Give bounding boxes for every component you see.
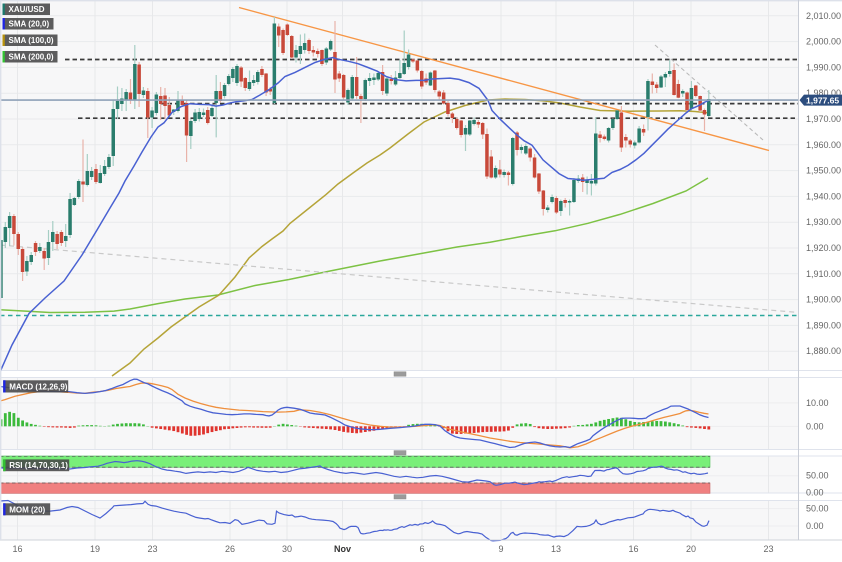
svg-text:1,910.00: 1,910.00	[806, 269, 841, 279]
svg-text:6: 6	[419, 544, 424, 554]
svg-text:MACD (12,26,9): MACD (12,26,9)	[9, 383, 68, 392]
svg-text:2,000.00: 2,000.00	[806, 37, 841, 47]
svg-text:19: 19	[90, 544, 100, 554]
svg-text:1,880.00: 1,880.00	[806, 346, 841, 356]
svg-text:1,930.00: 1,930.00	[806, 217, 841, 227]
svg-text:1,920.00: 1,920.00	[806, 243, 841, 253]
svg-text:13: 13	[551, 544, 561, 554]
svg-text:23: 23	[147, 544, 157, 554]
svg-text:23: 23	[763, 544, 773, 554]
svg-text:30: 30	[282, 544, 292, 554]
svg-text:1,960.00: 1,960.00	[806, 140, 841, 150]
svg-text:SMA (100,0): SMA (100,0)	[9, 36, 54, 45]
svg-text:16: 16	[12, 544, 22, 554]
svg-text:Nov: Nov	[334, 544, 351, 554]
svg-text:16: 16	[628, 544, 638, 554]
svg-text:1,977.65: 1,977.65	[806, 95, 839, 105]
svg-text:50.00: 50.00	[806, 504, 829, 514]
svg-text:SMA (20,0): SMA (20,0)	[9, 20, 50, 29]
svg-text:50.00: 50.00	[806, 471, 829, 481]
svg-text:1,900.00: 1,900.00	[806, 295, 841, 305]
svg-text:2,010.00: 2,010.00	[806, 11, 841, 21]
svg-text:SMA (200,0): SMA (200,0)	[9, 53, 54, 62]
svg-text:10.00: 10.00	[806, 398, 829, 408]
svg-text:XAU/USD: XAU/USD	[9, 5, 45, 14]
svg-text:20: 20	[686, 544, 696, 554]
svg-text:1,970.00: 1,970.00	[806, 114, 841, 124]
svg-text:0.00: 0.00	[806, 421, 824, 431]
svg-text:1,950.00: 1,950.00	[806, 166, 841, 176]
svg-text:1,940.00: 1,940.00	[806, 191, 841, 201]
svg-text:0.00: 0.00	[806, 521, 824, 531]
svg-text:1,890.00: 1,890.00	[806, 320, 841, 330]
svg-text:26: 26	[225, 544, 235, 554]
svg-text:MOM (20): MOM (20)	[9, 505, 45, 514]
svg-text:0.00: 0.00	[806, 488, 824, 498]
svg-text:9: 9	[498, 544, 503, 554]
svg-text:RSI (14,70,30,1): RSI (14,70,30,1)	[9, 461, 68, 470]
svg-text:1,990.00: 1,990.00	[806, 62, 841, 72]
